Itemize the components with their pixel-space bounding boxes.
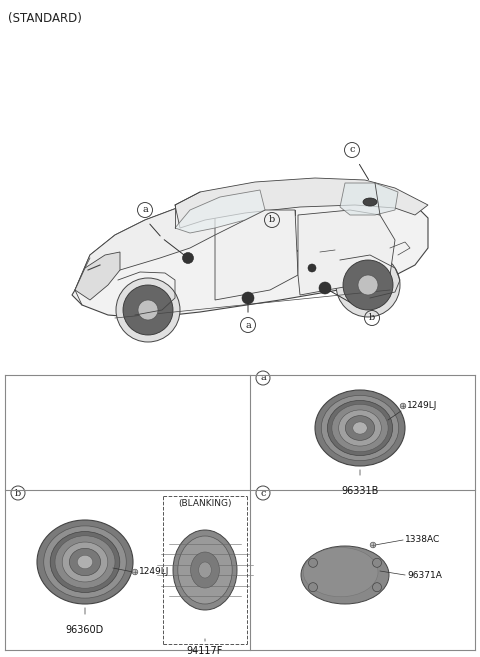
Ellipse shape [50,532,120,593]
Polygon shape [72,183,428,318]
Circle shape [132,569,138,575]
Text: a: a [260,373,266,382]
Polygon shape [75,252,120,300]
Text: 96371A: 96371A [407,570,442,579]
Circle shape [400,403,406,409]
Circle shape [309,583,317,592]
Ellipse shape [346,416,374,440]
Ellipse shape [332,404,388,452]
Circle shape [370,542,376,548]
Text: c: c [349,145,355,154]
Text: c: c [260,489,266,497]
Ellipse shape [321,396,399,461]
Ellipse shape [70,549,101,576]
Ellipse shape [327,401,393,455]
Text: 1249LJ: 1249LJ [139,568,169,576]
Ellipse shape [178,536,232,604]
Circle shape [358,275,378,295]
Circle shape [242,292,254,304]
Ellipse shape [303,547,378,597]
Circle shape [343,260,393,310]
Circle shape [309,558,317,568]
Ellipse shape [363,198,377,206]
Polygon shape [75,198,215,290]
Circle shape [123,285,173,335]
Text: 94117F: 94117F [187,646,223,656]
Polygon shape [215,210,298,300]
Ellipse shape [55,535,115,588]
Ellipse shape [301,546,389,604]
Ellipse shape [338,410,382,446]
Text: b: b [369,313,375,323]
Ellipse shape [199,562,211,578]
Polygon shape [175,178,428,228]
Text: (STANDARD): (STANDARD) [8,12,82,25]
Ellipse shape [353,422,367,434]
Circle shape [308,264,316,272]
Polygon shape [298,210,395,295]
Text: 1338AC: 1338AC [405,535,440,545]
Ellipse shape [77,555,93,569]
Circle shape [319,282,331,294]
Text: b: b [15,489,21,497]
Polygon shape [340,183,398,215]
Text: 96331B: 96331B [341,486,379,496]
Circle shape [116,278,180,342]
Text: a: a [142,206,148,214]
Circle shape [372,583,382,592]
Circle shape [182,252,193,263]
Ellipse shape [37,520,133,604]
Text: a: a [245,321,251,330]
Text: b: b [269,215,275,225]
Circle shape [336,253,400,317]
Polygon shape [175,190,265,233]
Circle shape [372,558,382,568]
Text: 96360D: 96360D [66,625,104,635]
Ellipse shape [62,542,108,582]
Ellipse shape [44,526,126,598]
Text: (BLANKING): (BLANKING) [178,499,232,508]
Text: 1249LJ: 1249LJ [407,401,437,409]
Ellipse shape [191,552,219,588]
Ellipse shape [315,390,405,466]
Circle shape [138,300,158,320]
Ellipse shape [173,530,237,610]
